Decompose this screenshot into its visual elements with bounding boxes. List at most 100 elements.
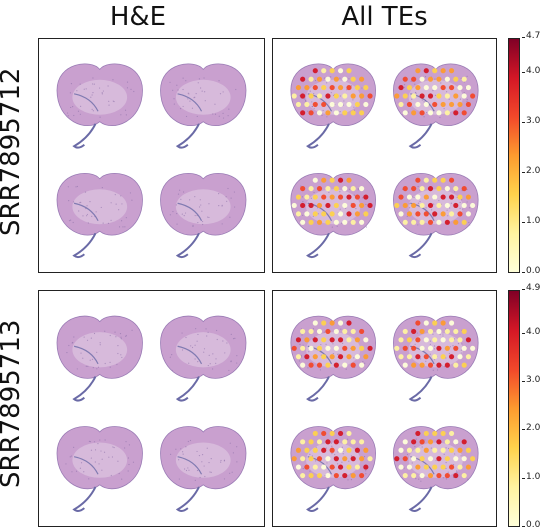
expression-spot (440, 430, 446, 436)
expression-spot (325, 345, 331, 351)
expression-spot (350, 186, 356, 192)
expression-spot (316, 362, 323, 368)
expression-spot (337, 177, 344, 183)
expression-spot (359, 439, 365, 445)
expression-spot (406, 337, 413, 343)
expression-spot (444, 110, 450, 116)
expression-spot (453, 456, 459, 462)
expression-spot (350, 439, 356, 445)
expression-spot (411, 93, 417, 99)
expression-spot (415, 101, 421, 107)
expression-spot (444, 202, 450, 209)
expression-spot (415, 430, 421, 436)
expression-spot (346, 430, 352, 436)
row-label-1: SRR7895712 (0, 67, 26, 236)
expression-spot (363, 337, 369, 343)
expression-spot (316, 186, 323, 192)
expression-spot (406, 84, 413, 91)
expression-spot (325, 328, 331, 335)
expression-spot (461, 219, 467, 225)
expression-spot (316, 110, 323, 116)
expression-spot (423, 194, 429, 200)
expression-spot (308, 362, 314, 368)
expression-spot (325, 472, 331, 479)
expression-spot (295, 337, 302, 343)
expression-spot (354, 194, 360, 200)
expression-spot (312, 101, 318, 107)
expression-spot (342, 456, 348, 462)
expression-spot (419, 202, 425, 209)
expression-spot (304, 447, 310, 453)
expression-spot (350, 110, 356, 116)
expression-spot (436, 456, 442, 462)
expression-spot (432, 68, 438, 74)
expression-spot (337, 337, 344, 343)
expression-spot (329, 101, 335, 107)
expression-spot (465, 464, 471, 470)
expression-spot (461, 76, 467, 82)
expression-spot (333, 186, 339, 192)
expression-spot (461, 456, 467, 462)
colorbar-tick: 0.0 (521, 266, 541, 276)
expression-spot (444, 219, 450, 225)
expression-spot (308, 345, 314, 351)
expression-spot (329, 337, 335, 343)
expression-spot (337, 447, 344, 453)
expression-spot (304, 354, 310, 360)
expression-spot (337, 68, 344, 74)
expression-spot (419, 186, 425, 192)
expression-spot (402, 456, 408, 462)
expression-spot (432, 177, 438, 183)
expression-spot (359, 456, 365, 462)
tissue-section (160, 63, 247, 149)
expression-spot (308, 328, 314, 335)
expression-spot (444, 328, 450, 335)
expression-spot (300, 186, 306, 192)
expression-spot (427, 110, 434, 116)
expression-spot (406, 101, 413, 107)
colorbar-tick: 4.9 (521, 283, 541, 293)
colorbar-tick: 2.0 (521, 166, 541, 176)
expression-spot (325, 110, 331, 116)
expression-spot (448, 320, 455, 326)
expression-spot (295, 447, 302, 453)
expression-spot (346, 84, 352, 91)
expression-spot (406, 211, 413, 217)
expression-spot (465, 447, 471, 453)
expression-spot (432, 430, 438, 436)
expression-spot (329, 211, 335, 217)
expression-spot (423, 464, 429, 470)
expression-spot (308, 439, 314, 445)
expression-spot (337, 84, 344, 91)
expression-spot (354, 447, 360, 453)
expression-spot (363, 84, 369, 91)
expression-spot (304, 337, 310, 343)
expression-spot (436, 328, 442, 335)
expression-spot (423, 337, 429, 343)
expression-spot (316, 76, 323, 82)
expression-spot (316, 202, 323, 209)
expression-spot (436, 76, 442, 82)
expression-spot (440, 447, 446, 453)
expression-spot (350, 456, 356, 462)
expression-spot (316, 93, 323, 99)
expression-spot (312, 194, 318, 200)
expression-spot (346, 177, 352, 183)
expression-spot (448, 84, 455, 91)
expression-spot (411, 328, 417, 335)
colorbar-tick: 4.7 (521, 31, 541, 41)
expression-spot (346, 464, 352, 470)
expression-spot (411, 439, 417, 445)
expression-spot (308, 202, 314, 209)
expression-spot (312, 68, 318, 74)
expression-spot (448, 68, 455, 74)
expression-spot (457, 464, 463, 470)
expression-spot (461, 202, 467, 209)
expression-spot (448, 101, 455, 107)
te-spot-image-row1 (290, 63, 479, 259)
expression-spot (398, 101, 404, 107)
expression-spot (359, 219, 365, 225)
expression-spot (415, 194, 421, 200)
expression-spot (411, 472, 417, 479)
expression-spot (436, 110, 442, 116)
